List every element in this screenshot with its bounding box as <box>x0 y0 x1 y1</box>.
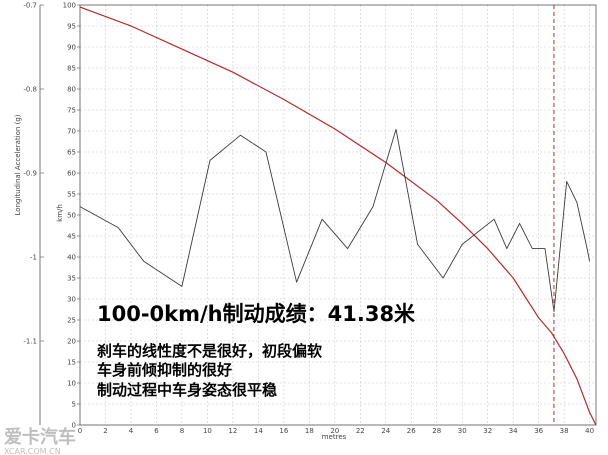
speed-tick-label: 25 <box>67 317 76 325</box>
x-tick-label: 36 <box>534 427 543 435</box>
speed-tick-label: 30 <box>67 296 76 304</box>
x-tick-label: 4 <box>129 427 134 435</box>
speed-tick-label: 90 <box>67 44 76 52</box>
x-tick-label: 30 <box>458 427 467 435</box>
speed-tick-label: 75 <box>67 107 76 115</box>
speed-tick-label: 5 <box>72 401 76 409</box>
x-tick-label: 2 <box>103 427 107 435</box>
x-axis-title: metres <box>322 433 347 441</box>
acceleration-tick-labels: -0.7 -0.8 -0.9 -1 -1.1 <box>23 2 44 346</box>
speed-tick-label: 0 <box>72 422 76 430</box>
acceleration-tick-label: -1.1 <box>23 338 37 346</box>
result-headline: 100-0km/h制动成绩：41.38米 <box>97 302 416 326</box>
speed-tick-label: 65 <box>67 149 76 157</box>
acceleration-curve <box>79 128 591 313</box>
note-line-2: 车身前倾抑制的很好 <box>97 361 232 379</box>
acceleration-tick-label: -0.7 <box>23 2 37 10</box>
speed-tick-label: 45 <box>67 233 76 241</box>
speed-tick-label: 40 <box>67 254 76 262</box>
speed-tick-label: 15 <box>67 359 76 367</box>
right-axis-title: km/h <box>56 204 64 222</box>
x-tick-label: 8 <box>180 427 184 435</box>
x-tick-labels: 0 2 4 6 8 10 12 14 16 18 20 22 24 26 28 30 32 34 36 38 40 <box>78 427 594 435</box>
speed-tick-labels: 0 5 10 15 20 25 30 35 40 45 50 55 60 65 70 75 80 85 90 95 10… <box>63 2 80 430</box>
x-tick-label: 20 <box>330 427 339 435</box>
speed-curve <box>79 6 597 426</box>
speed-tick-label: 50 <box>67 212 76 220</box>
x-tick-label: 0 <box>78 427 82 435</box>
speed-tick-label: 70 <box>67 128 76 136</box>
left-axis-title: Longitudinal Acceleration (g) <box>14 114 22 215</box>
speed-tick-label: 10 <box>67 380 76 388</box>
x-tick-label: 18 <box>305 427 314 435</box>
speed-tick-label: 20 <box>67 338 76 346</box>
acceleration-tick-label: -0.8 <box>23 86 37 94</box>
note-line-1: 刹车的线性度不是很好，初段偏软 <box>97 342 322 360</box>
x-tick-label: 6 <box>154 427 159 435</box>
watermark-brand: 爱卡汽车 <box>4 426 76 448</box>
series-lines <box>79 5 597 426</box>
speed-tick-label: 85 <box>67 65 76 73</box>
x-tick-label: 32 <box>483 427 492 435</box>
speed-tick-label: 80 <box>67 86 76 94</box>
x-tick-label: 34 <box>509 427 518 435</box>
watermark-site: XCAR.COM.CN <box>4 447 61 455</box>
x-tick-label: 12 <box>228 427 237 435</box>
note-line-3: 制动过程中车身姿态很平稳 <box>97 381 277 399</box>
speed-tick-label: 100 <box>63 2 76 10</box>
x-tick-label: 22 <box>356 427 365 435</box>
speed-tick-label: 95 <box>67 23 76 31</box>
speed-tick-label: 35 <box>67 275 76 283</box>
x-tick-label: 10 <box>203 427 212 435</box>
speed-tick-label: 55 <box>67 191 76 199</box>
acceleration-tick-label: -1 <box>30 254 37 262</box>
x-tick-label: 26 <box>407 427 416 435</box>
x-tick-label: 38 <box>560 427 569 435</box>
x-tick-label: 14 <box>254 427 263 435</box>
x-tick-label: 28 <box>432 427 441 435</box>
x-tick-label: 16 <box>279 427 288 435</box>
x-tick-label: 40 <box>585 427 594 435</box>
acceleration-tick-label: -0.9 <box>23 170 37 178</box>
speed-tick-label: 60 <box>67 170 76 178</box>
x-tick-label: 24 <box>381 427 390 435</box>
